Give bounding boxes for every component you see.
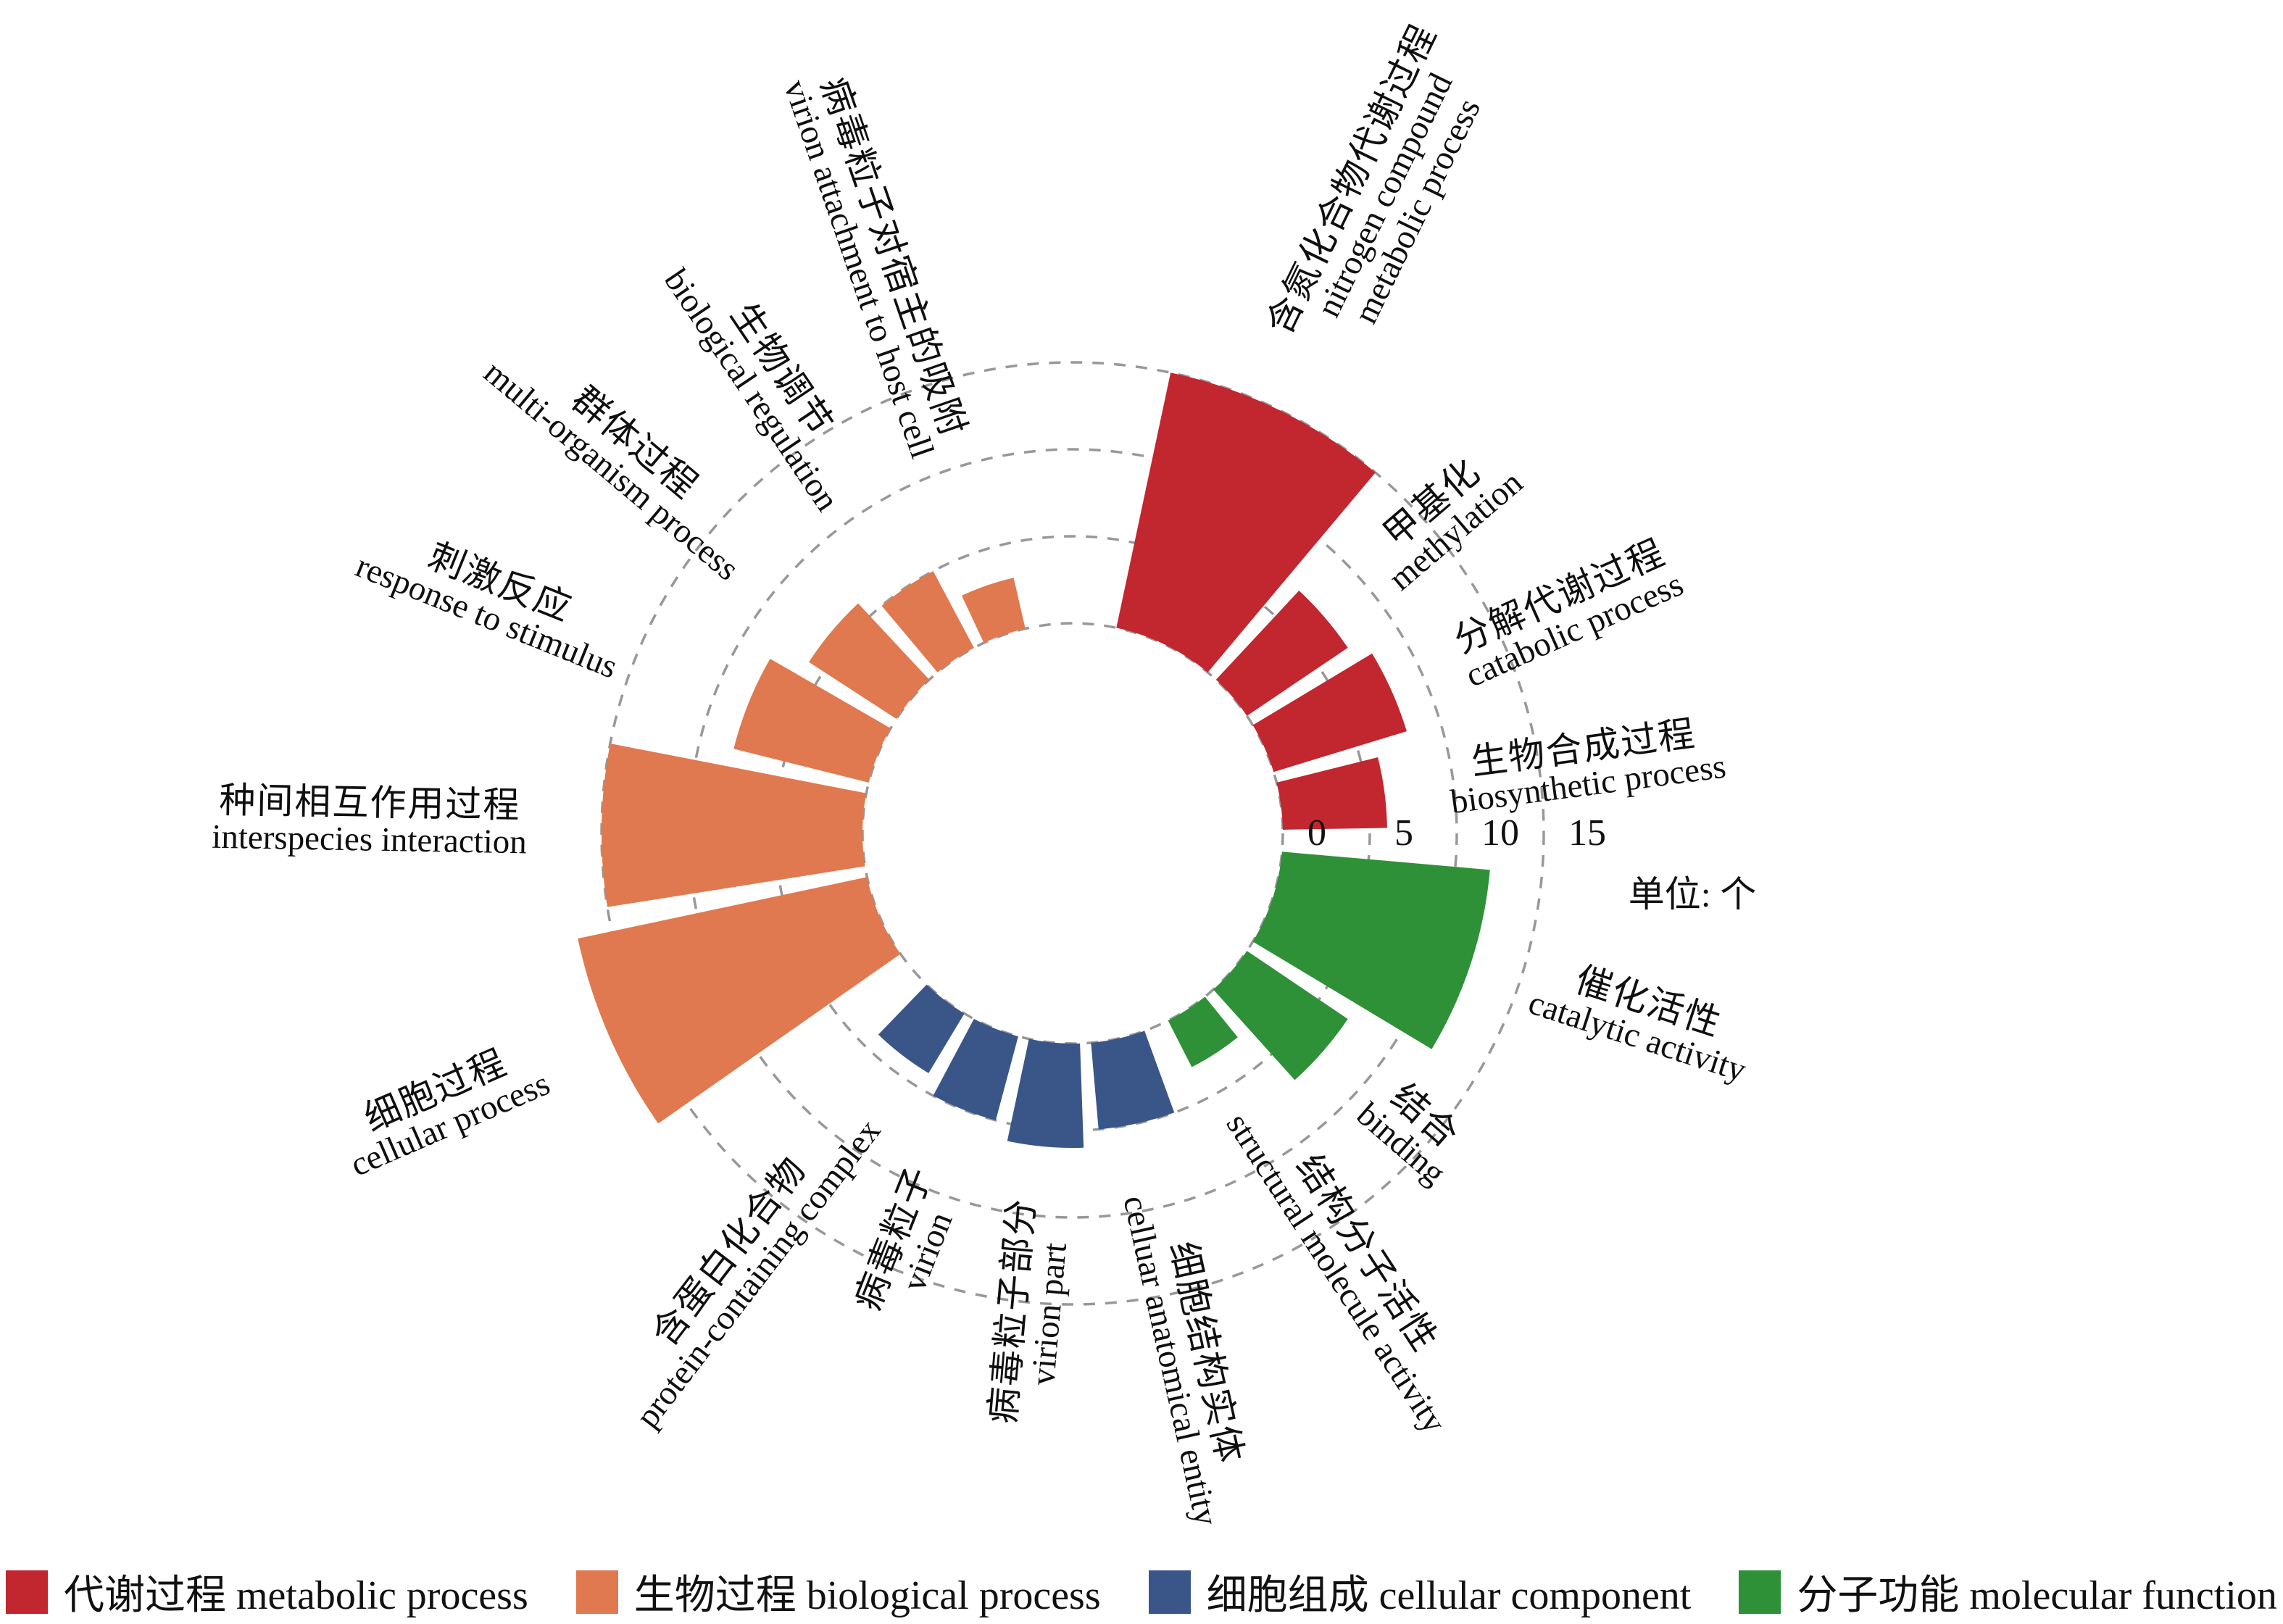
- legend-swatch-metabolic-process: [6, 1570, 48, 1614]
- bar-celluar-anatomical-entity: [1091, 1030, 1175, 1130]
- bar-catabolic-process: [1252, 653, 1407, 773]
- legend-swatch-biological-process: [575, 1570, 618, 1614]
- bar-response-to-stimulus: [733, 659, 891, 783]
- legend-item-molecular-function: 分子功能 molecular function: [1739, 1562, 2277, 1621]
- legend-item-metabolic-process: 代谢过程 metabolic process: [6, 1562, 528, 1621]
- bar-virion-attachment-to-host-cell: [962, 578, 1026, 644]
- radial-tick-10: 10: [1481, 812, 1519, 854]
- grid-ring-0: [861, 622, 1284, 1045]
- radial-tick-0: 0: [1307, 812, 1326, 854]
- category-label-en: interspecies interaction: [211, 817, 528, 862]
- bar-multi-organism-process: [809, 603, 930, 720]
- legend-swatch-cellular-component: [1148, 1570, 1191, 1614]
- legend-label-metabolic-process: 代谢过程 metabolic process: [64, 1573, 528, 1618]
- unit-label: 单位: 个: [1628, 874, 1757, 915]
- bar-binding: [1213, 951, 1348, 1080]
- bar-virion-part: [1007, 1038, 1084, 1148]
- legend-item-biological-process: 生物过程 biological process: [575, 1562, 1101, 1621]
- bar-biosynthetic-process: [1276, 757, 1387, 830]
- radial-tick-15: 15: [1568, 812, 1606, 854]
- legend-label-biological-process: 生物过程 biological process: [633, 1573, 1101, 1618]
- bar-nitrogen-compound-metabolic-process: [1116, 372, 1376, 672]
- bar-interspecies-interaction: [602, 743, 867, 907]
- legend: 代谢过程 metabolic process 生物过程 biological pr…: [0, 1560, 2283, 1624]
- bar-protein-containing-complex: [878, 984, 965, 1073]
- bar-structural-molecule-activity: [1168, 996, 1238, 1067]
- bar-methylation: [1215, 591, 1348, 716]
- legend-label-cellular-component: 细胞组成 cellular component: [1206, 1573, 1692, 1618]
- bar-catalytic-activity: [1252, 851, 1490, 1049]
- legend-swatch-molecular-function: [1739, 1570, 1781, 1614]
- legend-label-molecular-function: 分子功能 molecular function: [1797, 1573, 2277, 1618]
- bar-virion: [933, 1019, 1018, 1121]
- bar-cellular-process: [578, 877, 901, 1124]
- category-label-interspecies-interaction: 种间相互作用过程 interspecies interaction: [211, 780, 528, 862]
- bar-biological-regulation: [881, 570, 974, 672]
- radial-tick-5: 5: [1394, 812, 1413, 854]
- legend-item-cellular-component: 细胞组成 cellular component: [1148, 1562, 1692, 1621]
